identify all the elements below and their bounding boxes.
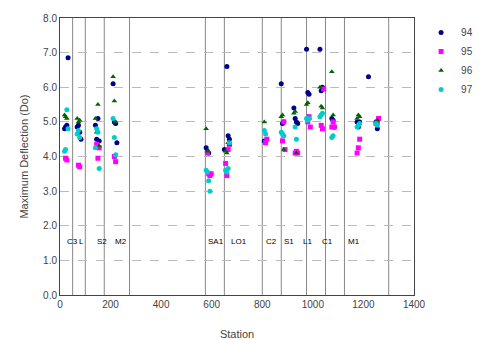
svg-text:800: 800 xyxy=(254,299,271,310)
svg-text:C2: C2 xyxy=(266,237,277,246)
svg-text:1000: 1000 xyxy=(302,299,325,310)
svg-text:97: 97 xyxy=(461,84,473,95)
svg-text:4.0: 4.0 xyxy=(43,151,57,162)
svg-text:3.0: 3.0 xyxy=(43,186,57,197)
svg-text:Station: Station xyxy=(220,328,254,340)
svg-text:SA1: SA1 xyxy=(208,237,224,246)
svg-text:95: 95 xyxy=(461,46,473,57)
svg-text:L: L xyxy=(79,237,84,246)
svg-text:C1: C1 xyxy=(322,237,333,246)
svg-text:2.0: 2.0 xyxy=(43,220,57,231)
svg-text:LO1: LO1 xyxy=(231,237,247,246)
svg-text:1400: 1400 xyxy=(403,299,426,310)
svg-text:S2: S2 xyxy=(97,237,107,246)
svg-text:M1: M1 xyxy=(348,237,360,246)
svg-text:6.0: 6.0 xyxy=(43,82,57,93)
svg-text:600: 600 xyxy=(203,299,220,310)
svg-text:400: 400 xyxy=(153,299,170,310)
svg-text:7.0: 7.0 xyxy=(43,47,57,58)
svg-text:S1: S1 xyxy=(284,237,294,246)
svg-text:5.0: 5.0 xyxy=(43,116,57,127)
svg-text:0: 0 xyxy=(57,299,63,310)
svg-text:L1: L1 xyxy=(303,237,312,246)
svg-text:0.0: 0.0 xyxy=(43,290,57,301)
svg-text:M2: M2 xyxy=(115,237,127,246)
svg-text:96: 96 xyxy=(461,65,473,76)
svg-text:Maximum Deflection (Do): Maximum Deflection (Do) xyxy=(18,94,30,218)
svg-text:1.0: 1.0 xyxy=(43,255,57,266)
svg-text:1200: 1200 xyxy=(352,299,375,310)
svg-text:200: 200 xyxy=(102,299,119,310)
svg-text:C3: C3 xyxy=(67,237,78,246)
svg-text:8.0: 8.0 xyxy=(43,13,57,24)
svg-text:94: 94 xyxy=(461,27,473,38)
